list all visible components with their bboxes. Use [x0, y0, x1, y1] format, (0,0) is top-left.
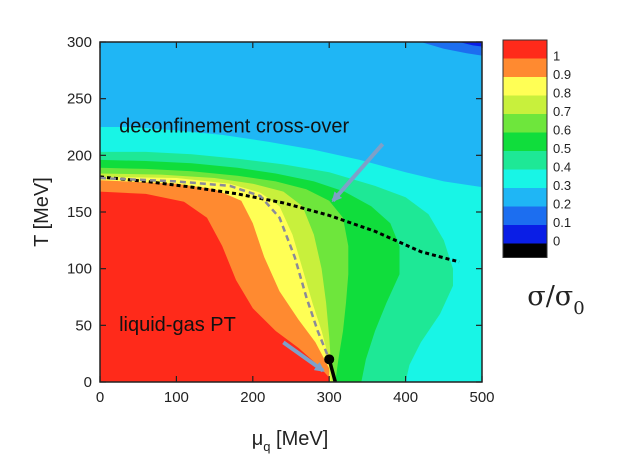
colorbar-tick-label: 1: [553, 49, 560, 64]
colorbar: 1 0.9 0.8 0.7 0.6 0.5 0.4 0.3 0.2 0.1 0: [502, 39, 571, 258]
y-tick-label: 250: [67, 91, 92, 108]
x-axis-label-units: [MeV]: [270, 428, 328, 450]
contour-region-1: [100, 191, 330, 382]
annotation-arrow: [331, 142, 385, 203]
annotation-text: deconfinement cross-over: [119, 116, 349, 138]
series-line-0: [100, 175, 460, 264]
x-tick-label: 500: [469, 389, 494, 406]
series-line-1: [100, 176, 331, 360]
colorbar-band: [503, 151, 547, 170]
colorbar-band: [503, 132, 547, 151]
colorbar-tick-label: 0.3: [553, 178, 571, 193]
contour-region-0: [459, 42, 482, 47]
colorbar-tick-label: 0.5: [553, 141, 571, 156]
x-tick-label: 0: [96, 389, 104, 406]
colorbar-band: [503, 95, 547, 114]
contour-region-0.1: [420, 42, 482, 56]
x-tick-label: 100: [164, 389, 189, 406]
colorbar-band: [503, 169, 547, 188]
x-tick-label: 200: [240, 389, 265, 406]
colorbar-tick-label: 0.7: [553, 104, 571, 119]
colorbar-tick-label: 0.9: [553, 67, 571, 82]
colorbar-band-zero: [503, 243, 547, 258]
colorbar-tick-label: 0.6: [553, 123, 571, 138]
colorbar-tick-label: 0.4: [553, 160, 571, 175]
colorbar-label: σ/σ0: [527, 281, 584, 319]
colorbar-band: [503, 58, 547, 77]
y-axis-label: T [MeV]: [31, 177, 53, 247]
annotations: deconfinement cross-over liquid-gas PT: [119, 116, 385, 373]
colorbar-border: [502, 39, 548, 258]
colorbar-band: [503, 114, 547, 133]
y-tick-label: 100: [67, 261, 92, 278]
x-axis-label: μq [MeV]: [252, 428, 329, 454]
y-tick-label: 150: [67, 204, 92, 221]
y-tick-label: 300: [67, 34, 92, 51]
x-axis-label-main: μ: [252, 428, 264, 450]
colorbar-band: [503, 40, 547, 59]
colorbar-band: [503, 225, 547, 244]
x-tick-label: 300: [317, 389, 342, 406]
colorbar-band: [503, 206, 547, 225]
x-tick-label: 400: [393, 389, 418, 406]
annotation-text: liquid-gas PT: [119, 314, 236, 336]
colorbar-tick-label: 0: [553, 234, 560, 249]
colorbar-band: [503, 188, 547, 207]
colorbar-tick-label: 0.2: [553, 197, 571, 212]
y-tick-label: 0: [84, 374, 92, 391]
curves: [100, 175, 460, 382]
colorbar-tick-label: 0.8: [553, 86, 571, 101]
x-axis-label-sub: q: [263, 439, 270, 454]
colorbar-band: [503, 77, 547, 96]
contour-regions: [100, 42, 482, 382]
colorbar-tick-label: 0.1: [553, 215, 571, 230]
annotation-arrow: [282, 340, 325, 373]
colorbar-label-main: σ/σ: [527, 281, 573, 312]
critical-point: [324, 354, 335, 365]
y-tick-label: 200: [67, 147, 92, 164]
axis-ticks: 0 100 200 300 400 500 0 50 100 150 200 250 300: [67, 34, 495, 406]
y-tick-label: 50: [75, 317, 92, 334]
colorbar-label-sub: 0: [573, 298, 584, 319]
contour-region-0.2: [100, 42, 482, 188]
